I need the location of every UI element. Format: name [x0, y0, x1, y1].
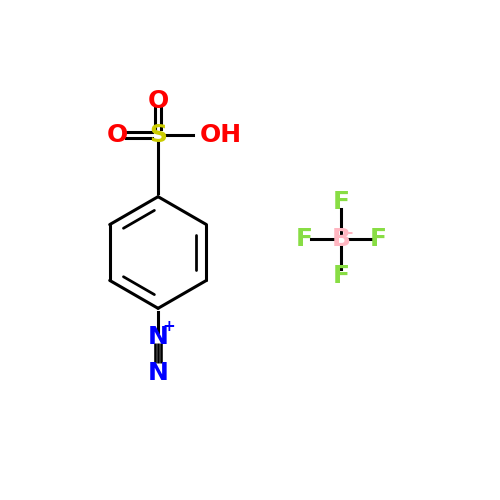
Text: N: N [148, 360, 169, 384]
Text: O: O [148, 89, 169, 113]
Text: S: S [149, 123, 167, 147]
Text: +: + [162, 319, 175, 334]
Text: N: N [148, 325, 169, 349]
Text: OH: OH [200, 123, 241, 147]
Text: O: O [107, 123, 128, 147]
Text: F: F [370, 227, 386, 251]
Text: F: F [296, 227, 312, 251]
Text: -: - [346, 224, 352, 240]
Text: F: F [332, 264, 349, 288]
Text: F: F [332, 190, 349, 214]
Text: B: B [332, 227, 350, 251]
